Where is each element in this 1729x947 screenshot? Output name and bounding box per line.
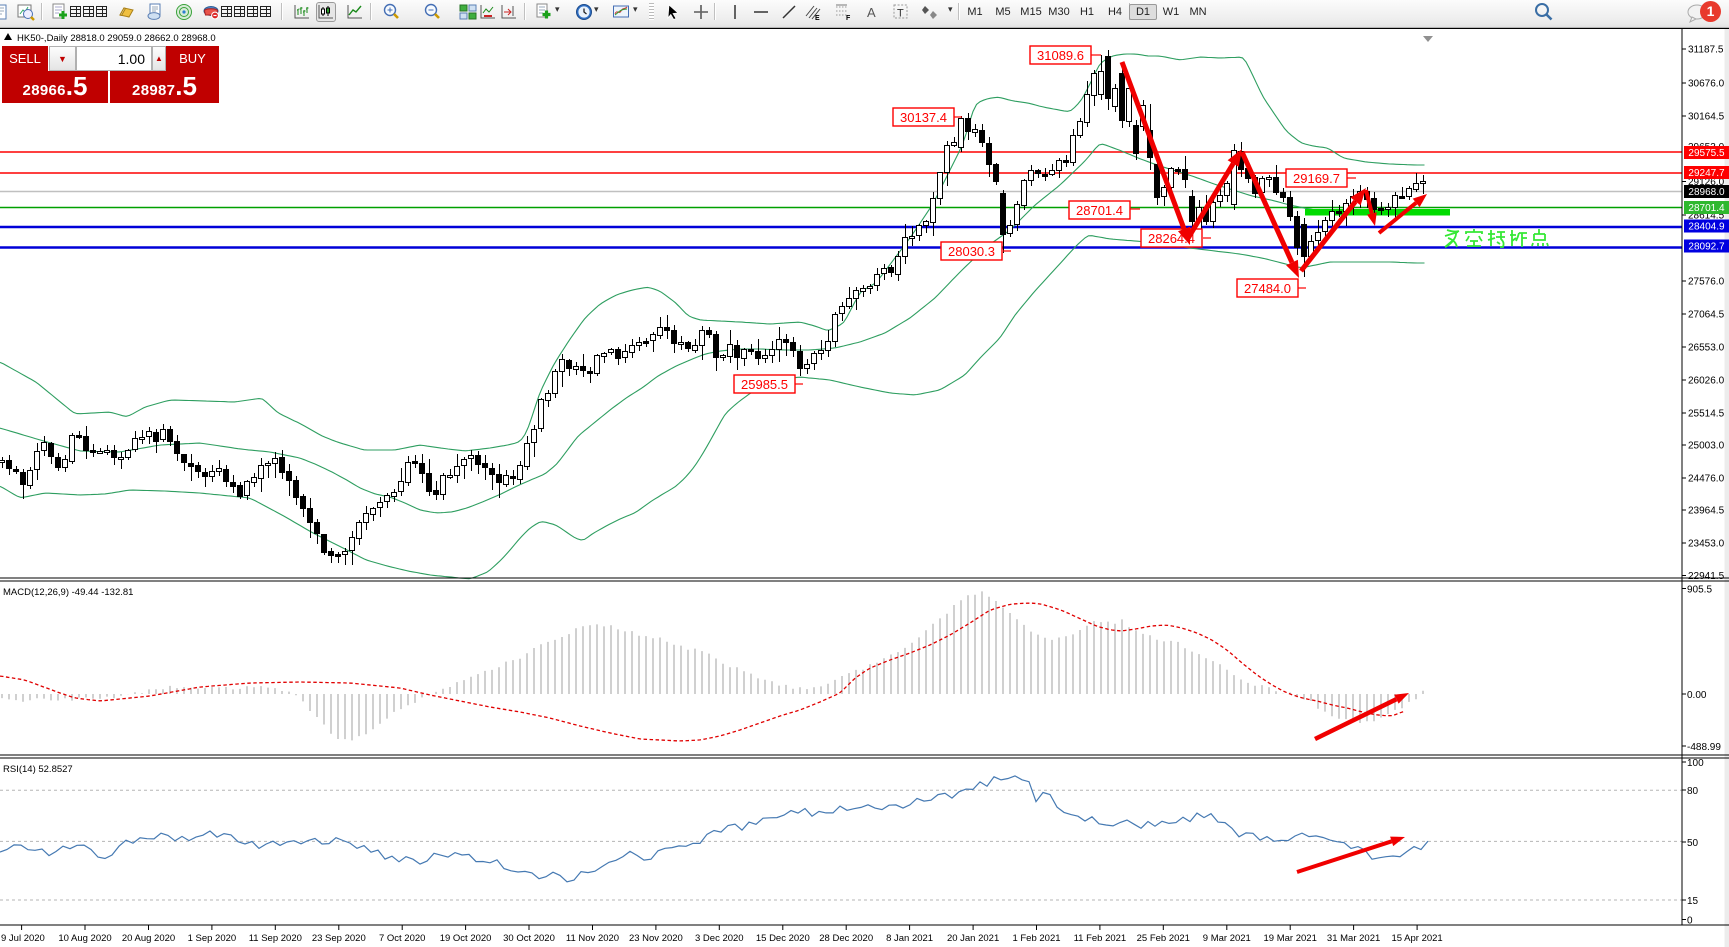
svg-text:25985.5: 25985.5	[741, 377, 788, 392]
svg-text:31 Mar 2021: 31 Mar 2021	[1327, 933, 1380, 944]
svg-text:31089.6: 31089.6	[1037, 48, 1084, 63]
svg-text:20 Jan 2021: 20 Jan 2021	[947, 933, 999, 944]
svg-text:23 Nov 2020: 23 Nov 2020	[629, 933, 683, 944]
svg-text:RSI(14) 52.8527: RSI(14) 52.8527	[3, 764, 73, 775]
svg-text:29247.7: 29247.7	[1688, 168, 1725, 179]
svg-text:11 Feb 2021: 11 Feb 2021	[1074, 933, 1127, 944]
svg-text:80: 80	[1687, 786, 1699, 797]
svg-text:25003.0: 25003.0	[1688, 441, 1725, 452]
svg-text:11 Sep 2020: 11 Sep 2020	[249, 933, 302, 944]
svg-text:28701.4: 28701.4	[1076, 203, 1123, 218]
svg-text:T: T	[897, 8, 904, 20]
svg-text:3 Dec 2020: 3 Dec 2020	[695, 933, 744, 944]
svg-text:MACD(12,26,9) -49.44 -132.81: MACD(12,26,9) -49.44 -132.81	[3, 587, 133, 598]
svg-text:28404.9: 28404.9	[1688, 222, 1725, 233]
svg-text:50: 50	[1687, 838, 1699, 849]
svg-text:10 Aug 2020: 10 Aug 2020	[58, 933, 111, 944]
svg-text:0: 0	[1687, 916, 1693, 927]
svg-text:15 Dec 2020: 15 Dec 2020	[756, 933, 810, 944]
svg-text:-488.99: -488.99	[1687, 742, 1721, 753]
svg-text:23453.0: 23453.0	[1688, 539, 1725, 550]
svg-text:19 Mar 2021: 19 Mar 2021	[1264, 933, 1317, 944]
svg-text:30137.4: 30137.4	[900, 110, 947, 125]
svg-text:9 Mar 2021: 9 Mar 2021	[1203, 933, 1251, 944]
svg-text:26553.0: 26553.0	[1688, 343, 1725, 354]
svg-text:9 Jul 2020: 9 Jul 2020	[1, 933, 45, 944]
svg-text:29126.0: 29126.0	[1688, 177, 1725, 188]
svg-text:28614.5: 28614.5	[1688, 211, 1725, 222]
svg-text:23964.5: 23964.5	[1688, 506, 1725, 517]
svg-text:22941.5: 22941.5	[1688, 571, 1725, 582]
svg-text:F: F	[846, 15, 851, 21]
svg-text:30676.0: 30676.0	[1688, 79, 1725, 90]
svg-text:25514.5: 25514.5	[1688, 409, 1725, 420]
svg-text:15: 15	[1687, 896, 1699, 907]
svg-text:27576.0: 27576.0	[1688, 277, 1725, 288]
svg-text:HK50-,Daily 28818.0 29059.0 2: HK50-,Daily 28818.0 29059.0 28662.0 2896…	[17, 33, 216, 44]
svg-text:28701.4: 28701.4	[1688, 203, 1725, 214]
svg-text:28092.7: 28092.7	[1688, 242, 1725, 253]
svg-text:8 Jan 2021: 8 Jan 2021	[886, 933, 933, 944]
svg-text:0.00: 0.00	[1687, 690, 1707, 701]
svg-text:19 Oct 2020: 19 Oct 2020	[440, 933, 492, 944]
svg-text:28968.0: 28968.0	[1688, 187, 1725, 198]
svg-text:905.5: 905.5	[1687, 585, 1712, 596]
svg-text:1 Sep 2020: 1 Sep 2020	[188, 933, 237, 944]
svg-text:30 Oct 2020: 30 Oct 2020	[503, 933, 555, 944]
svg-text:28 Dec 2020: 28 Dec 2020	[819, 933, 873, 944]
svg-text:29575.5: 29575.5	[1688, 148, 1725, 159]
svg-text:30164.5: 30164.5	[1688, 112, 1725, 123]
svg-text:11 Nov 2020: 11 Nov 2020	[566, 933, 619, 944]
svg-text:27064.5: 27064.5	[1688, 310, 1725, 321]
svg-text:E: E	[815, 15, 820, 21]
svg-text:23 Sep 2020: 23 Sep 2020	[312, 933, 366, 944]
svg-text:15 Apr 2021: 15 Apr 2021	[1391, 933, 1442, 944]
svg-text:25 Feb 2021: 25 Feb 2021	[1137, 933, 1190, 944]
svg-text:A: A	[867, 5, 876, 20]
svg-text:29169.7: 29169.7	[1293, 171, 1340, 186]
svg-text:20 Aug 2020: 20 Aug 2020	[122, 933, 175, 944]
svg-text:26026.0: 26026.0	[1688, 376, 1725, 387]
svg-text:24476.0: 24476.0	[1688, 474, 1725, 485]
svg-text:7 Oct 2020: 7 Oct 2020	[379, 933, 425, 944]
svg-text:31187.5: 31187.5	[1688, 45, 1724, 56]
svg-text:27484.0: 27484.0	[1244, 281, 1291, 296]
svg-text:1 Feb 2021: 1 Feb 2021	[1012, 933, 1060, 944]
svg-text:28030.3: 28030.3	[948, 244, 995, 259]
svg-text:100: 100	[1687, 758, 1704, 769]
